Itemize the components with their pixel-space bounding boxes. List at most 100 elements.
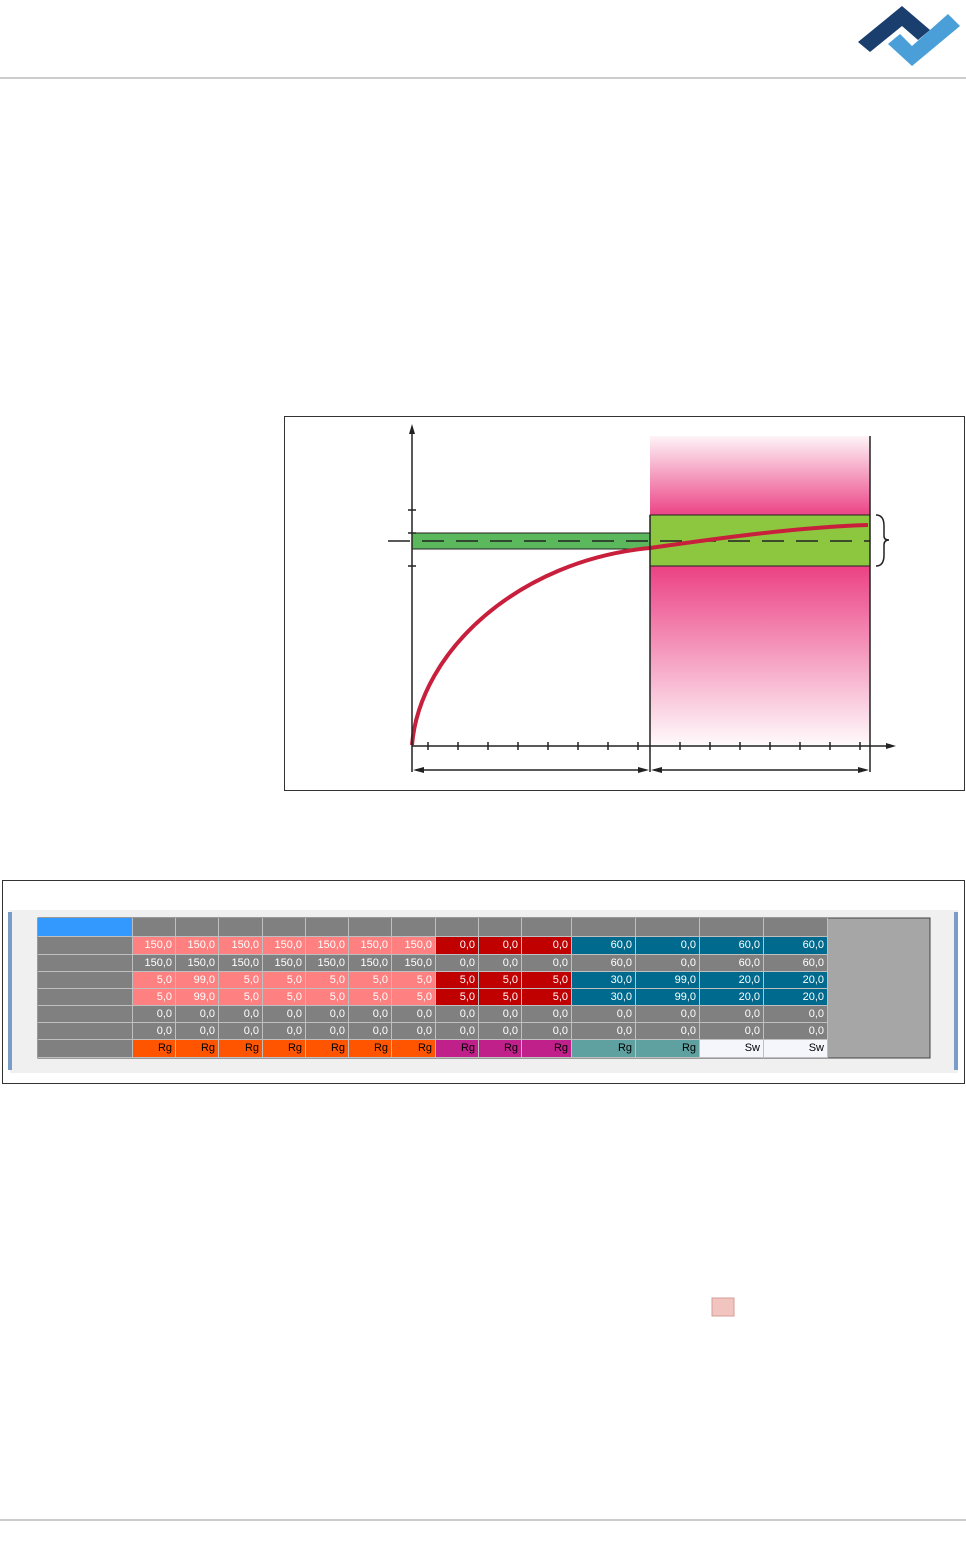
table-cell: 5,0 xyxy=(349,972,392,989)
table-cell: 0,0 xyxy=(479,1023,522,1040)
logo xyxy=(858,6,960,66)
table-cell: 0,0 xyxy=(392,1006,436,1023)
table-cell: Rg xyxy=(349,1040,392,1058)
row-label-cell xyxy=(38,955,133,972)
header-cell xyxy=(38,918,133,937)
header-cell xyxy=(636,918,700,937)
table-cell: 150,0 xyxy=(306,955,349,972)
table-cell: 0,0 xyxy=(764,1023,828,1040)
table-cell: 20,0 xyxy=(700,972,764,989)
table-cell: 5,0 xyxy=(522,972,572,989)
table-cell: 0,0 xyxy=(572,1023,636,1040)
table-cell: Rg xyxy=(176,1040,219,1058)
table-cell: 60,0 xyxy=(700,937,764,955)
table-cell: 60,0 xyxy=(700,955,764,972)
table-cell: 99,0 xyxy=(636,972,700,989)
table-cell: 0,0 xyxy=(133,1006,176,1023)
table-cell: 5,0 xyxy=(306,972,349,989)
row-label-cell xyxy=(38,1006,133,1023)
table-cell: 0,0 xyxy=(176,1023,219,1040)
table-cell: 60,0 xyxy=(572,955,636,972)
table-cell: 0,0 xyxy=(436,955,479,972)
diagram xyxy=(284,416,965,791)
table-cell: 150,0 xyxy=(263,937,306,955)
table-cell: 0,0 xyxy=(700,1023,764,1040)
table-cell: 5,0 xyxy=(263,989,306,1006)
header-cell xyxy=(306,918,349,937)
table-cell: 5,0 xyxy=(479,989,522,1006)
table-cell: 150,0 xyxy=(263,955,306,972)
table-cell: Rg xyxy=(436,1040,479,1058)
table-cell: 5,0 xyxy=(479,972,522,989)
table-cell: Rg xyxy=(133,1040,176,1058)
table-cell: 5,0 xyxy=(436,972,479,989)
header-cell xyxy=(219,918,263,937)
table-cell: 0,0 xyxy=(636,937,700,955)
table-cell: 0,0 xyxy=(219,1023,263,1040)
table-cell: Rg xyxy=(636,1040,700,1058)
table-cell: 20,0 xyxy=(764,989,828,1006)
header-cell xyxy=(133,918,176,937)
table-cell: 60,0 xyxy=(764,955,828,972)
table-cell: 5,0 xyxy=(522,989,572,1006)
table-cell: 0,0 xyxy=(133,1023,176,1040)
table-cell: 0,0 xyxy=(392,1023,436,1040)
table-cell: 150,0 xyxy=(219,937,263,955)
header-cell xyxy=(392,918,436,937)
table-cell: 5,0 xyxy=(133,972,176,989)
table-cell: 5,0 xyxy=(133,989,176,1006)
row-label-cell xyxy=(38,1023,133,1040)
table-cell: Rg xyxy=(219,1040,263,1058)
header-cell xyxy=(764,918,828,937)
table-cell: 0,0 xyxy=(479,937,522,955)
table-cell: 30,0 xyxy=(572,989,636,1006)
table-cell: 0,0 xyxy=(436,1006,479,1023)
table-cell: 150,0 xyxy=(133,937,176,955)
icon xyxy=(711,1297,735,1317)
table-cell: 0,0 xyxy=(436,937,479,955)
header-cell xyxy=(479,918,522,937)
header-cell xyxy=(436,918,479,937)
table-cell: 0,0 xyxy=(764,1006,828,1023)
table-cell: 5,0 xyxy=(436,989,479,1006)
table-cell: 30,0 xyxy=(572,972,636,989)
table-cell: 99,0 xyxy=(176,972,219,989)
table-cell: 5,0 xyxy=(392,989,436,1006)
table-cell: 150,0 xyxy=(349,955,392,972)
table-cell: 5,0 xyxy=(219,972,263,989)
table-cell: 0,0 xyxy=(700,1006,764,1023)
table-cell: 0,0 xyxy=(306,1023,349,1040)
header-cell xyxy=(700,918,764,937)
table-cell: 0,0 xyxy=(522,955,572,972)
table-cell: 99,0 xyxy=(176,989,219,1006)
table-cell: 150,0 xyxy=(219,955,263,972)
table-cell: 0,0 xyxy=(349,1023,392,1040)
table-cell: 0,0 xyxy=(306,1006,349,1023)
scroll-edge xyxy=(954,912,958,1070)
table-cell: 0,0 xyxy=(522,1023,572,1040)
table-cell: Rg xyxy=(306,1040,349,1058)
table-cell: 0,0 xyxy=(636,1023,700,1040)
table-cell: Rg xyxy=(522,1040,572,1058)
table-cell: 20,0 xyxy=(764,972,828,989)
table-cell: Rg xyxy=(392,1040,436,1058)
table-cell: 5,0 xyxy=(349,989,392,1006)
table-cell: Rg xyxy=(572,1040,636,1058)
table-cell: 0,0 xyxy=(219,1006,263,1023)
table-cell: 0,0 xyxy=(263,1023,306,1040)
table-cell: 60,0 xyxy=(764,937,828,955)
row-label-cell xyxy=(38,1040,133,1058)
row-label-cell xyxy=(38,972,133,989)
table-cell: 0,0 xyxy=(479,1006,522,1023)
table-cell: 150,0 xyxy=(392,955,436,972)
table-cell: 0,0 xyxy=(522,937,572,955)
table-cell: 0,0 xyxy=(636,955,700,972)
table-cell: 0,0 xyxy=(522,1006,572,1023)
table-cell: 150,0 xyxy=(392,937,436,955)
header-cell xyxy=(349,918,392,937)
table-cell: 5,0 xyxy=(392,972,436,989)
scroll-edge xyxy=(8,912,12,1070)
table-cell: Rg xyxy=(479,1040,522,1058)
